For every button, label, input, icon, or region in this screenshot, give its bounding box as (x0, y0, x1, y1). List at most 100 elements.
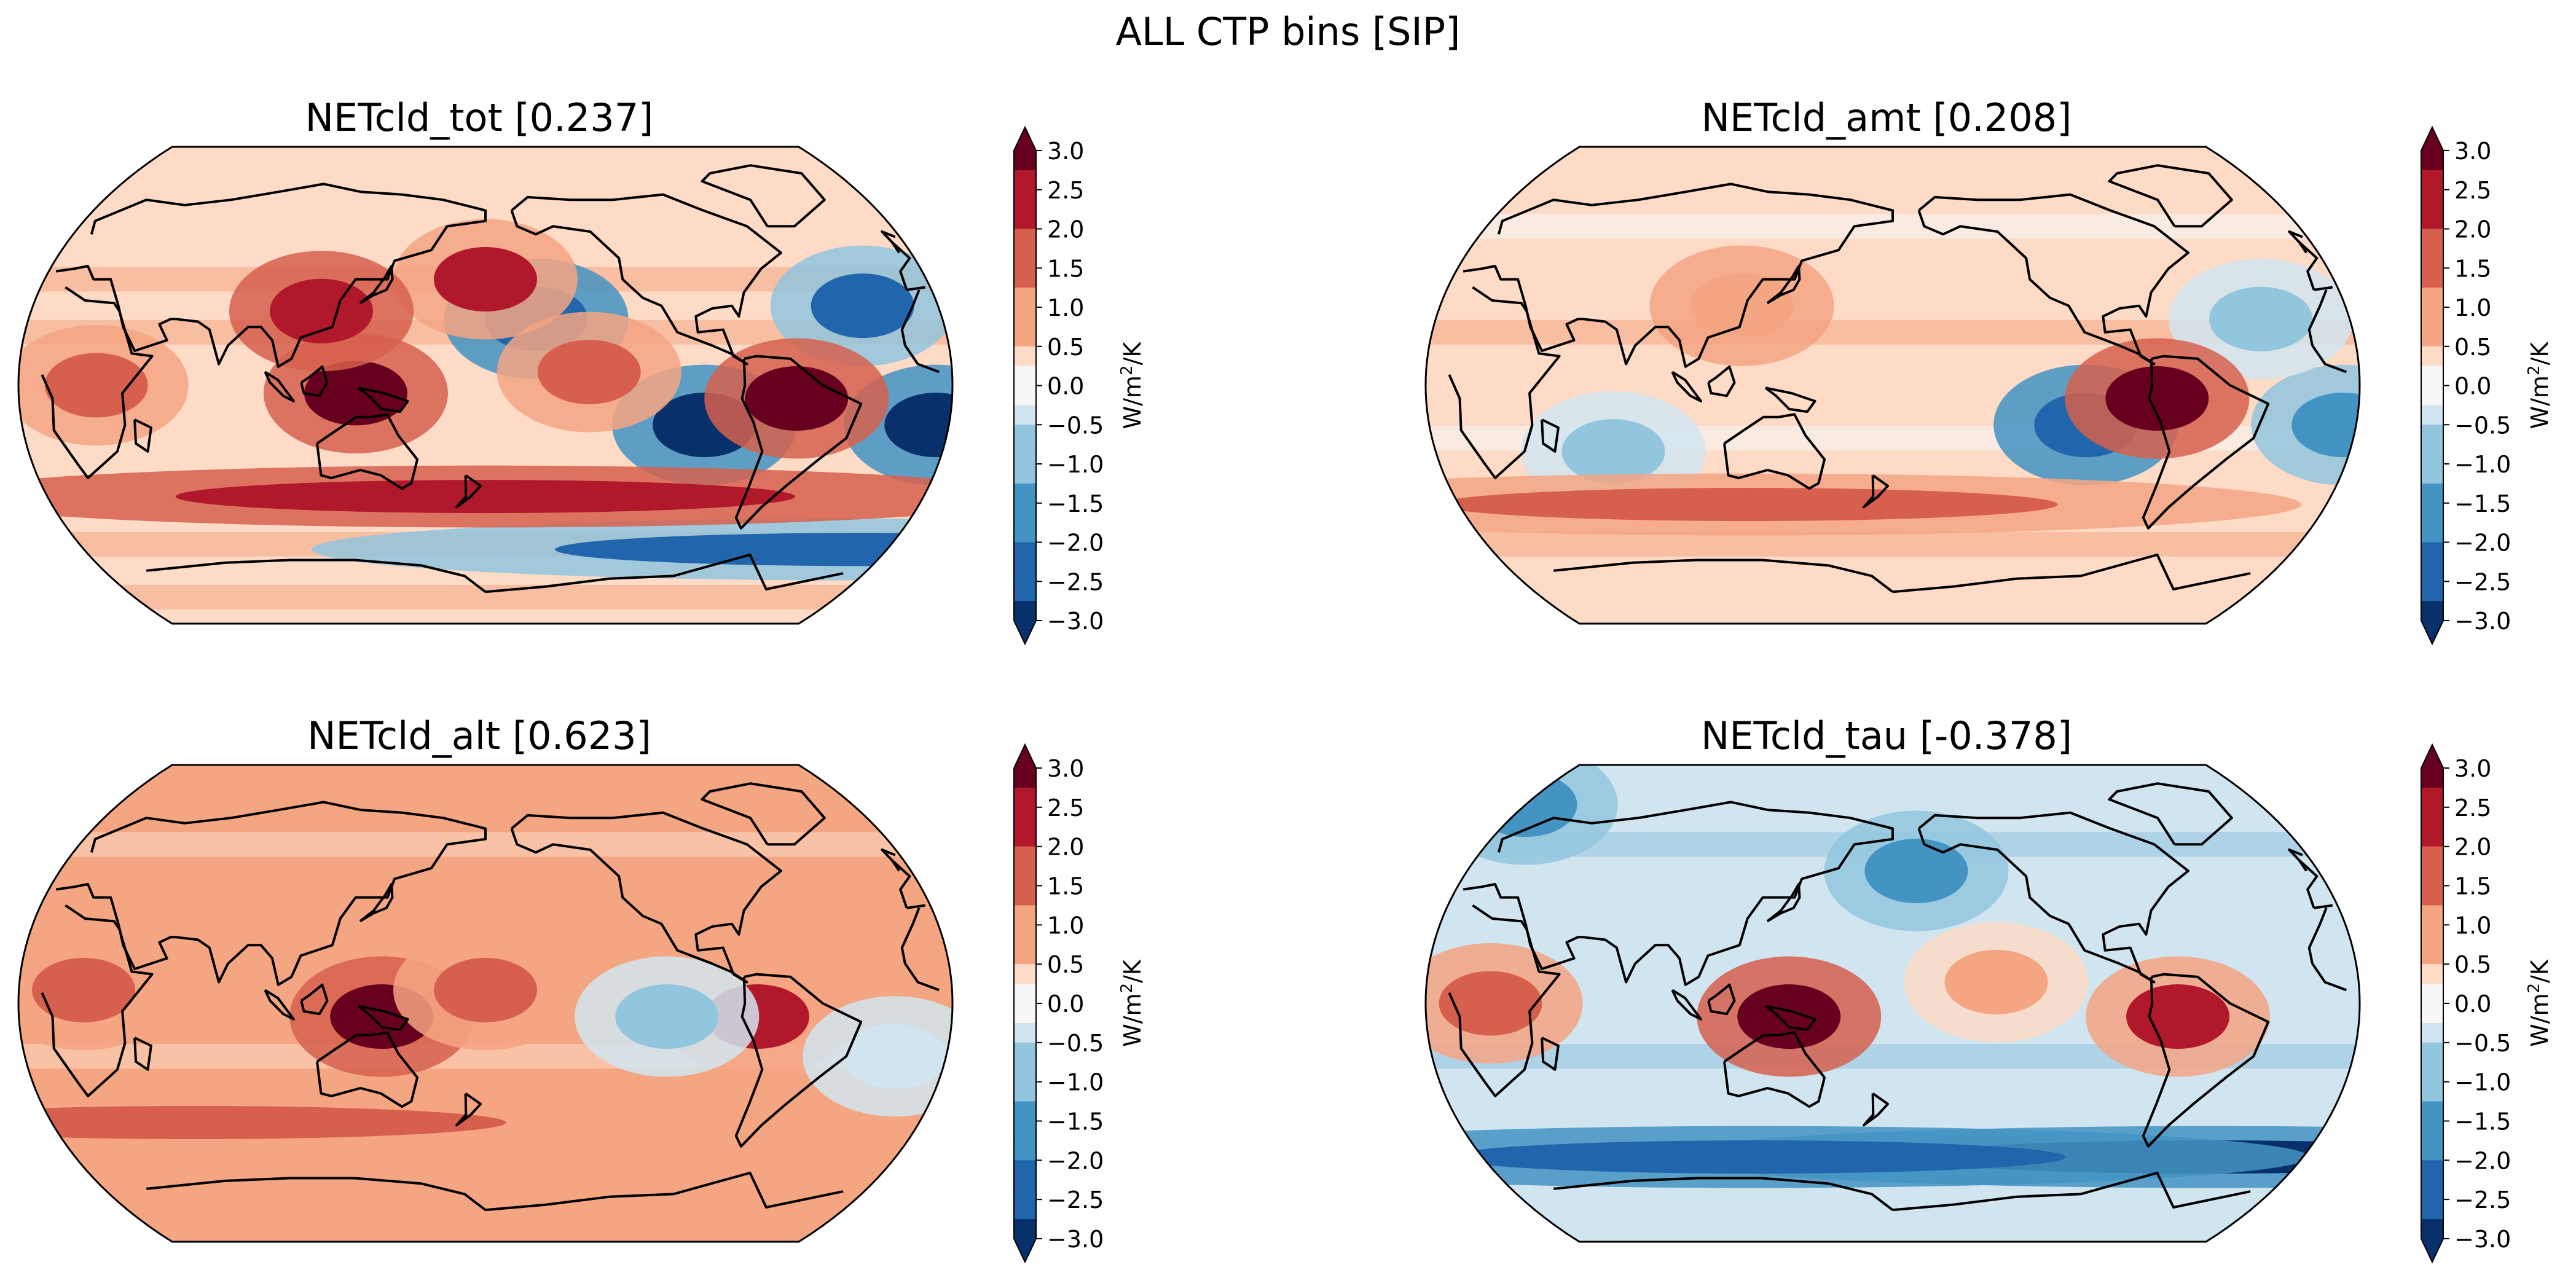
colorbar-segment (2421, 326, 2443, 347)
coastlines (1448, 782, 2347, 1212)
colorbar-segment (1014, 905, 1036, 925)
colorbar-segment (1014, 464, 1036, 484)
colorbar-segment (1014, 984, 1036, 1004)
colorbar-segment (1014, 768, 1036, 788)
colorbar-segment (1014, 846, 1036, 867)
field-tot (18, 147, 952, 624)
colorbar-tau: 3.0 2.5 2.0 1.5 1.0 0.5 0.0 −0.5 −1.0 −1.5 −2.0 −2.… (2421, 743, 2553, 1264)
colorbar-segment (2421, 189, 2443, 210)
map-border (17, 764, 954, 1243)
colorbar-segment (2421, 1003, 2443, 1024)
colorbar-segment (2421, 1160, 2443, 1180)
coastline-newZealand (1863, 1092, 1889, 1127)
coastlines (41, 164, 940, 594)
colorbar-segment (2421, 542, 2443, 562)
coastline-japan (359, 265, 394, 305)
lat-band (18, 885, 952, 910)
colorbar-segment (1014, 1042, 1036, 1063)
field-core (745, 366, 849, 431)
map-border (1424, 764, 2361, 1243)
colorbar-tick-label: 2.0 (1047, 216, 1084, 243)
colorbar-segment (2421, 385, 2443, 406)
colorbar-extend-max (2421, 127, 2443, 151)
colorbar-segment (2421, 229, 2443, 249)
colorbar-tick-label: −2.0 (1047, 530, 1104, 557)
coastline-newGuinea (357, 386, 409, 414)
colorbar-segment (1014, 826, 1036, 847)
colorbar-tick-label: −1.0 (2454, 451, 2511, 478)
colorbar-segment (2421, 522, 2443, 543)
colorbar-tick-label: −2.5 (1047, 1186, 1104, 1213)
coastline-africa (1448, 904, 2347, 1097)
map-border (1424, 146, 2361, 625)
colorbar-segment (1014, 366, 1036, 386)
coastline-uk (2288, 230, 2307, 254)
colorbar-tick-label: 1.5 (1047, 255, 1084, 282)
field-core (434, 247, 537, 312)
colorbar-segment (1014, 503, 1036, 523)
colorbar-tick-label: 1.0 (2454, 912, 2491, 939)
field-core (1446, 1140, 2066, 1174)
colorbar-segment (2421, 562, 2443, 582)
colorbar-extend-min (1014, 621, 1036, 644)
lat-band (18, 584, 952, 610)
colorbar-segment (1014, 601, 1036, 621)
colorbar-segment (2421, 984, 2443, 1004)
colorbar-alt: 3.0 2.5 2.0 1.5 1.0 0.5 0.0 −0.5 −1.0 −1.5 −2.0 −2.… (1013, 743, 1146, 1264)
colorbar-segment (2421, 1081, 2443, 1102)
map-panel-tau: 3.0 2.5 2.0 1.5 1.0 0.5 0.0 −0.5 −1.0 −1.5 −2.0 −2.… (1424, 743, 2553, 1264)
coastline-southAmerica (734, 973, 863, 1148)
coastline-madagascar (133, 418, 152, 453)
coastlines (41, 782, 940, 1212)
coastline-southAmerica (734, 355, 863, 530)
colorbar-tick-label: 1.5 (1047, 873, 1084, 900)
field-core (434, 957, 537, 1022)
colorbar-tick-label: −3.0 (1047, 1226, 1104, 1253)
colorbar-tick-label: 0.0 (2454, 373, 2491, 400)
colorbar-tick-label: −1.0 (1047, 1069, 1104, 1096)
colorbar-segment (1014, 405, 1036, 425)
coastline-borneo (1707, 983, 1736, 1016)
field-tau (1426, 765, 2360, 1242)
coastline-antarcticaCoast (146, 553, 844, 594)
colorbar-segment (1014, 326, 1036, 347)
lat-band (18, 1150, 952, 1175)
coastline-madagascar (1541, 1037, 1560, 1071)
colorbar-extend-min (2421, 621, 2443, 644)
colorbar-extend-max (1014, 127, 1036, 151)
coastline-europeAsia (55, 182, 926, 368)
colorbar-tick-label: −0.5 (2454, 1030, 2511, 1057)
colorbar-tick-label: 0.5 (2454, 334, 2491, 361)
colorbar-segment (1014, 866, 1036, 887)
field-core (537, 339, 641, 404)
map-panel-amt: 3.0 2.5 2.0 1.5 1.0 0.5 0.0 −0.5 −1.0 −1.5 −2.0 −2.… (1424, 125, 2553, 646)
field-core (32, 957, 136, 1022)
colorbar-extend-max (2421, 745, 2443, 768)
coastline-borneo (300, 983, 329, 1016)
colorbar-tick-label: −0.5 (1047, 412, 1104, 439)
colorbar-segment (1014, 807, 1036, 828)
colorbar-segment (1014, 581, 1036, 602)
field-core (555, 533, 952, 566)
coastline-southAmerica (2142, 355, 2270, 530)
colorbar-segment (2421, 268, 2443, 288)
coastline-antarcticaCoast (1553, 1171, 2251, 1212)
colorbar-segment (2421, 288, 2443, 308)
map-border (17, 146, 954, 625)
map-panel-tot: 3.0 2.5 2.0 1.5 1.0 0.5 0.0 −0.5 −1.0 −1.5 −2.0 −2.… (17, 125, 1146, 646)
panel-title-alt: NETcld_alt [0.623] (307, 713, 651, 758)
coastline-newGuinea (357, 1005, 409, 1032)
colorbar-segment (2421, 787, 2443, 808)
field-core (44, 353, 148, 418)
colorbar-segment (2421, 581, 2443, 602)
coastline-uk (881, 849, 900, 872)
colorbar-segment (1014, 425, 1036, 445)
coastline-sumatra (1671, 989, 1702, 1021)
coastline-newGuinea (1764, 1005, 1816, 1032)
panel-title-amt: NETcld_amt [0.208] (1701, 95, 2072, 140)
coastline-northAmerica (510, 193, 782, 366)
coastline-greenland (2108, 782, 2233, 846)
colorbar-segment (2421, 964, 2443, 984)
colorbar-segment (1014, 268, 1036, 288)
